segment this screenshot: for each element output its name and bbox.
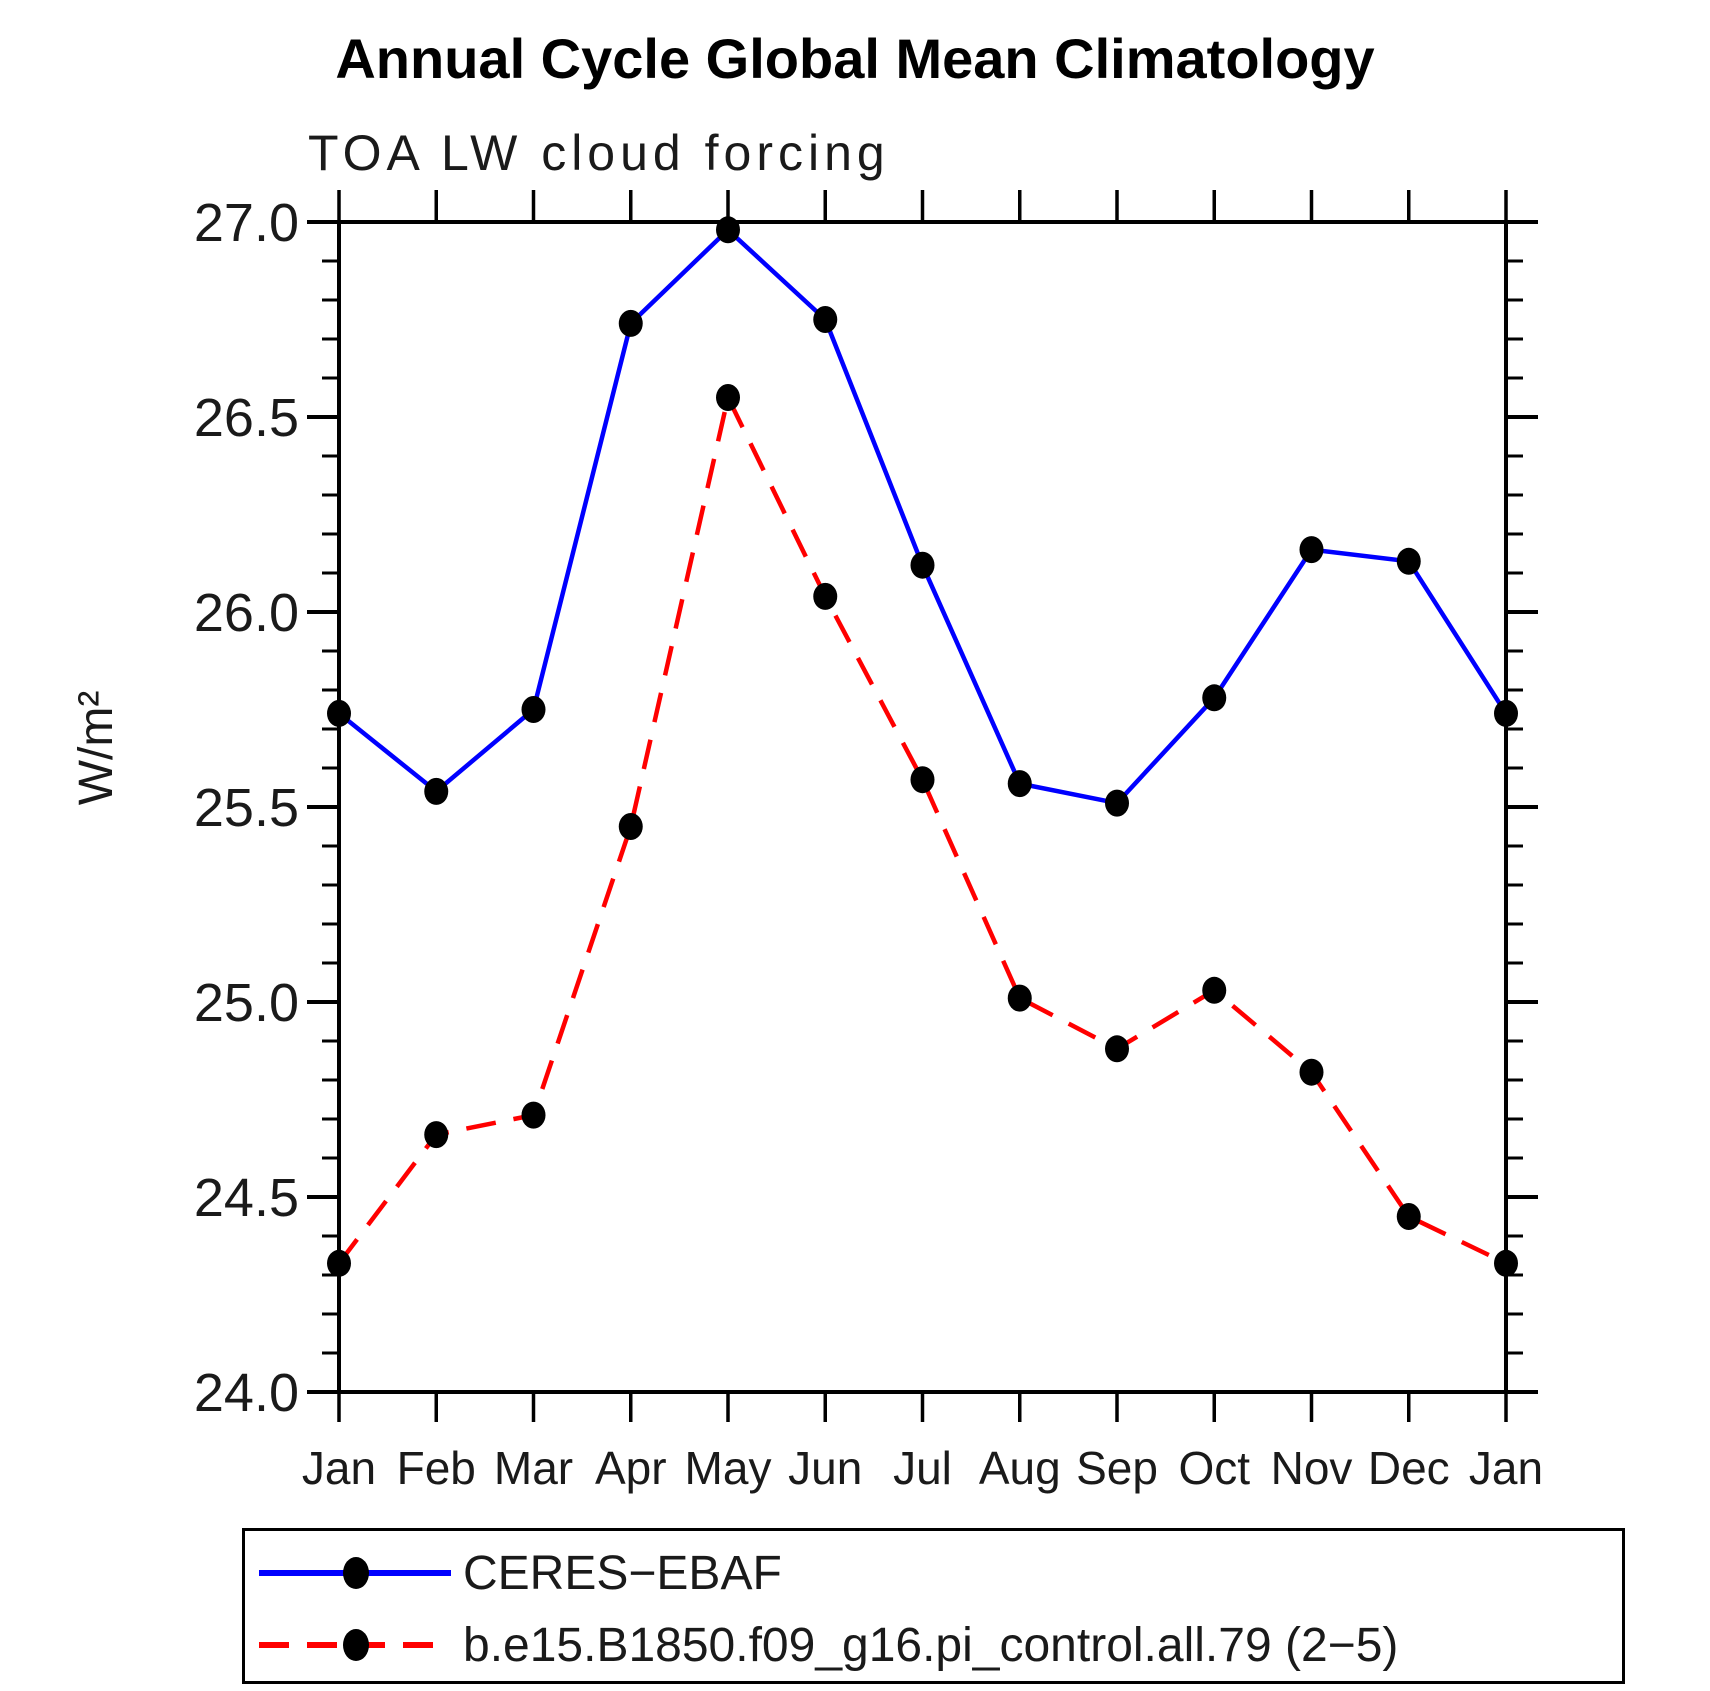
data-point-pi-control-model-may-4	[716, 384, 740, 411]
y-tick-label: 27.0	[194, 193, 299, 253]
data-point-ceres-ebaf-apr-3	[618, 309, 643, 337]
legend-entry-ceres-ebaf: CERES−EBAF	[255, 1543, 782, 1603]
y-tick-label: 26.0	[194, 583, 299, 643]
data-point-pi-control-model-jan-0	[327, 1249, 351, 1277]
x-tick-label: Sep	[1076, 1442, 1158, 1494]
data-point-ceres-ebaf-nov-10	[1299, 536, 1324, 564]
x-tick-label: Apr	[595, 1442, 667, 1494]
x-tick-label: Mar	[494, 1442, 573, 1494]
x-tick-label: Dec	[1368, 1442, 1450, 1494]
plot-frame	[337, 220, 1508, 1394]
x-tick-label: Nov	[1271, 1442, 1353, 1494]
y-tick-label: 26.5	[194, 388, 299, 448]
data-point-pi-control-model-dec-11	[1396, 1203, 1421, 1230]
legend-sample-ceres-ebaf	[255, 1543, 455, 1603]
data-point-pi-control-model-jul-6	[910, 766, 935, 794]
y-tick-label: 24.0	[194, 1363, 299, 1423]
data-point-pi-control-model-sep-8	[1105, 1035, 1129, 1063]
legend-label-pi-control-model: b.e15.B1850.f09_g16.pi_control.all.79 (2…	[463, 1618, 1399, 1672]
data-point-ceres-ebaf-jun-5	[813, 306, 838, 333]
data-point-pi-control-model-nov-10	[1299, 1058, 1324, 1086]
legend-entry-pi-control-model: b.e15.B1850.f09_g16.pi_control.all.79 (2…	[255, 1615, 1398, 1675]
x-tick-label: Oct	[1178, 1442, 1250, 1494]
data-point-pi-control-model-jun-5	[813, 582, 838, 610]
x-tick-label: Jul	[893, 1442, 952, 1494]
data-point-pi-control-model-jan-12	[1494, 1249, 1518, 1277]
chart-subtitle: TOA LW cloud forcing	[308, 125, 890, 181]
y-tick-label: 24.5	[194, 1168, 299, 1228]
series-line-pi-control-model	[337, 390, 1507, 1266]
legend-box: CERES−EBAF b.e15.B1850.f09_g16.pi_contro…	[242, 1528, 1625, 1684]
data-point-ceres-ebaf-jan-12	[1494, 699, 1518, 727]
data-point-pi-control-model-apr-3	[618, 813, 643, 840]
x-tick-label: Jun	[788, 1442, 862, 1494]
data-point-ceres-ebaf-mar-2	[521, 696, 546, 723]
data-point-pi-control-model-feb-1	[424, 1121, 449, 1149]
legend-label-ceres-ebaf: CERES−EBAF	[463, 1546, 782, 1600]
data-point-pi-control-model-mar-2	[521, 1101, 546, 1129]
data-point-ceres-ebaf-sep-8	[1105, 789, 1129, 817]
x-tick-label: Feb	[397, 1442, 476, 1494]
series-line-ceres-ebaf	[337, 226, 1508, 806]
x-tick-label: May	[685, 1442, 772, 1494]
data-point-pi-control-model-oct-9	[1202, 976, 1227, 1004]
data-point-ceres-ebaf-jul-6	[910, 551, 935, 579]
data-point-ceres-ebaf-jan-0	[327, 699, 351, 727]
legend-sample-pi-control-model	[255, 1615, 455, 1675]
x-tick-label: Jan	[1469, 1442, 1543, 1494]
legend-marker-dot-icon	[343, 1557, 369, 1589]
y-axis-label: W/m²	[70, 691, 123, 806]
data-point-ceres-ebaf-may-4	[716, 216, 740, 244]
chart-title: Annual Cycle Global Mean Climatology	[335, 27, 1375, 90]
data-point-pi-control-model-aug-7	[1007, 984, 1032, 1012]
y-tick-label: 25.0	[194, 973, 299, 1033]
data-point-ceres-ebaf-aug-7	[1007, 770, 1032, 798]
data-point-ceres-ebaf-feb-1	[424, 777, 449, 805]
legend-marker-dot-icon	[343, 1629, 369, 1661]
x-tick-label: Jan	[302, 1442, 376, 1494]
x-tick-label: Aug	[979, 1442, 1061, 1494]
y-tick-label: 25.5	[194, 778, 299, 838]
data-point-ceres-ebaf-oct-9	[1202, 684, 1227, 712]
data-point-ceres-ebaf-dec-11	[1396, 547, 1421, 575]
